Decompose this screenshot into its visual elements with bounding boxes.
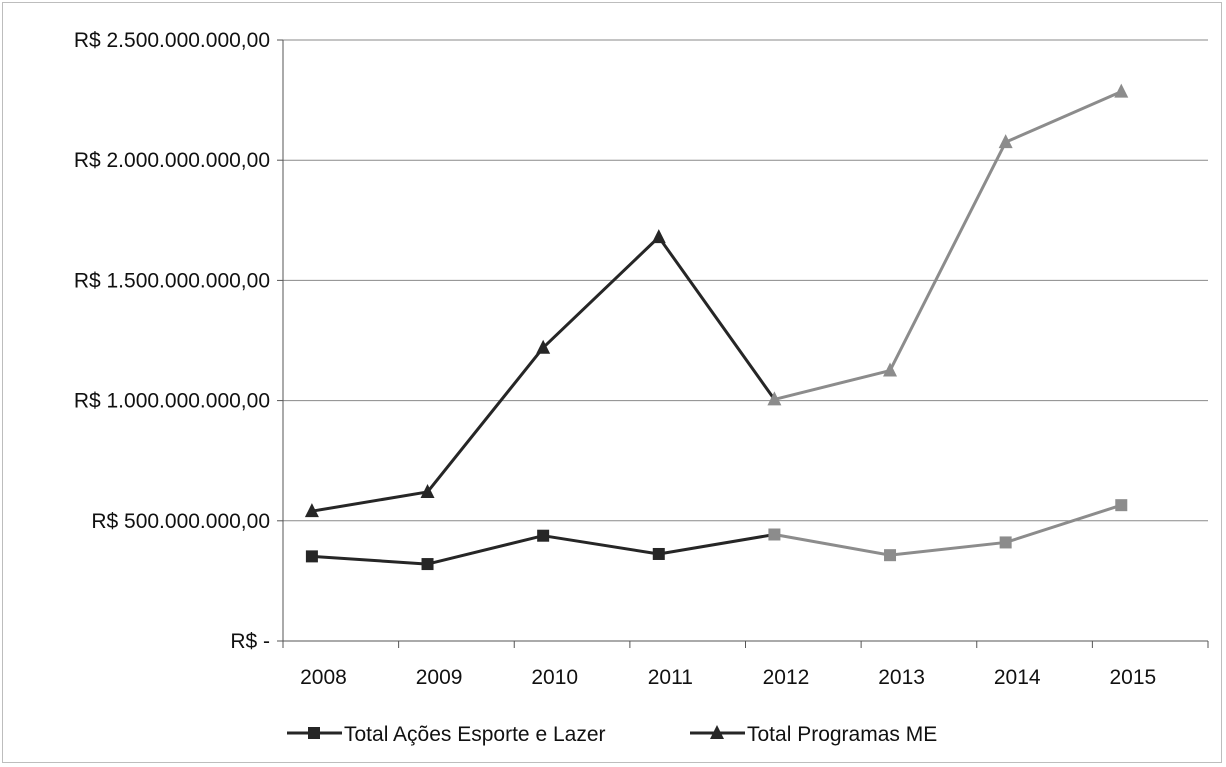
series-0-point: [1115, 499, 1128, 512]
series-1-point: [883, 362, 898, 377]
x-tick-label: 2015: [1109, 666, 1156, 689]
series-0-point: [768, 528, 781, 541]
series-0-point: [305, 550, 318, 563]
x-tick-label: 2014: [994, 666, 1041, 689]
legend-swatch-marker: [308, 727, 320, 739]
series-1-point: [651, 229, 666, 244]
series-lines: [311, 90, 1122, 566]
legend-entry-label: Total Ações Esporte e Lazer: [344, 723, 606, 746]
series-1-point: [536, 339, 551, 354]
x-tick-label: 2010: [531, 666, 578, 689]
series-line-1-segment-dark: [311, 235, 776, 513]
y-tick-label: R$ 2.500.000.000,00: [74, 29, 270, 52]
x-tick-label: 2013: [878, 666, 925, 689]
x-tick-labels: 2008 2009 2010 2011 2012 2013 2014 2015: [300, 666, 1156, 689]
y-tick-label: R$ 1.000.000.000,00: [74, 390, 270, 413]
x-tick-label: 2008: [300, 666, 347, 689]
series-1-point: [420, 483, 435, 498]
y-tick-label: R$ 2.000.000.000,00: [74, 149, 270, 172]
series-1-point: [304, 503, 319, 518]
series-0-point: [999, 536, 1012, 549]
series-markers: [304, 83, 1129, 571]
legend-entry-label: Total Programas ME: [747, 723, 937, 746]
y-tick-label: R$ 500.000.000,00: [91, 510, 270, 533]
series-0-point: [884, 549, 897, 562]
gridlines: [283, 39, 1208, 522]
series-1-point: [998, 134, 1013, 149]
legend-swatch-marker: [710, 725, 724, 739]
x-tick-label: 2009: [416, 666, 463, 689]
y-tick-labels: R$ - R$ 500.000.000,00 R$ 1.000.000.000,00…: [74, 29, 270, 653]
series-1-point: [767, 391, 782, 406]
series-0-point: [537, 529, 550, 542]
y-tick-label: R$ -: [230, 630, 270, 653]
x-tick-label: 2011: [648, 666, 693, 689]
legend: Total Ações Esporte e Lazer Total Program…: [287, 723, 937, 746]
series-1-point: [1114, 83, 1129, 98]
series-0-point: [421, 558, 434, 571]
series-0-point: [652, 547, 665, 560]
series-line-0-segment-light: [774, 503, 1122, 557]
series-line-1-segment-light: [774, 90, 1122, 401]
y-tick-label: R$ 1.500.000.000,00: [74, 269, 270, 292]
axes: [277, 39, 1209, 648]
x-tick-label: 2012: [763, 666, 810, 689]
